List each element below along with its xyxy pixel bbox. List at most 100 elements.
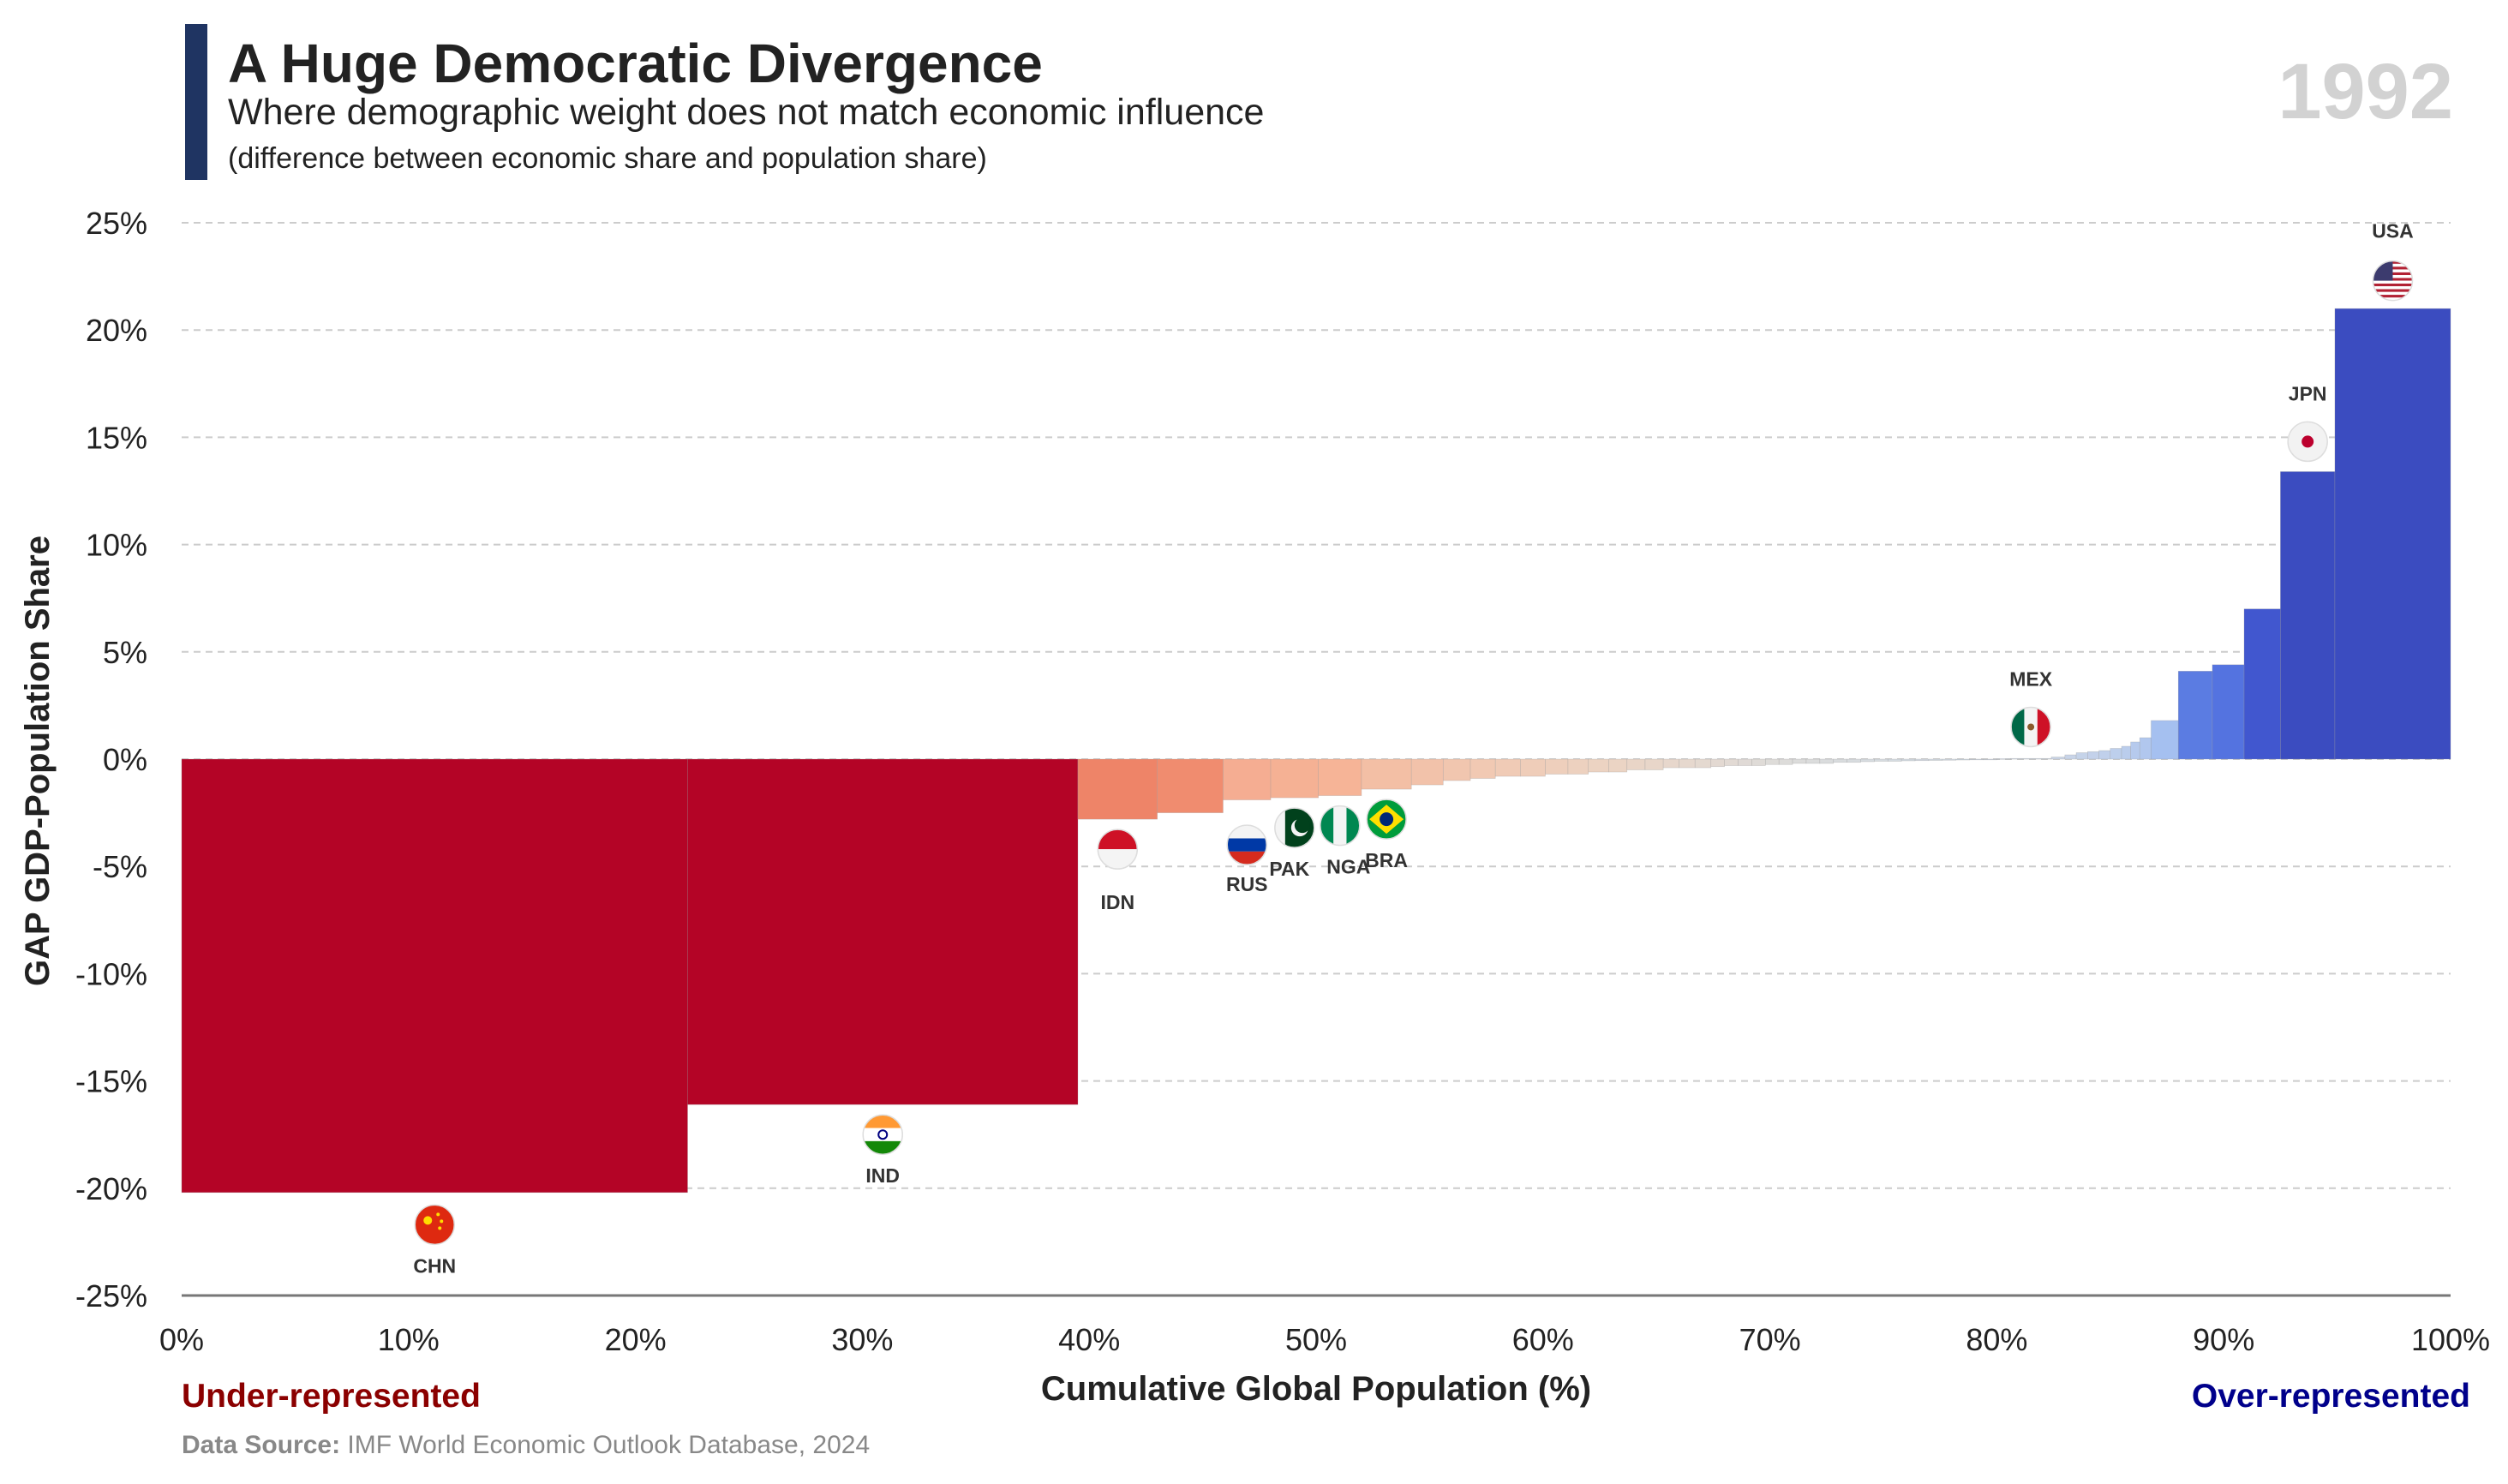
bar-pak bbox=[1270, 758, 1319, 799]
bar bbox=[2110, 748, 2122, 760]
bar bbox=[1410, 758, 1444, 786]
bar bbox=[1996, 758, 2011, 760]
title-accent-bar bbox=[185, 24, 207, 180]
china-flag-icon bbox=[414, 1204, 456, 1246]
bars bbox=[181, 308, 2451, 1194]
x-tick-label: 20% bbox=[605, 1322, 667, 1357]
country-label-jpn: JPN bbox=[2289, 382, 2327, 404]
bar bbox=[2130, 741, 2140, 760]
year-label: 1992 bbox=[2278, 48, 2453, 135]
under-represented-label: Under-represented bbox=[182, 1378, 481, 1415]
bar-rus bbox=[1223, 758, 1272, 800]
x-tick-label: 0% bbox=[159, 1322, 204, 1357]
country-label-ind: IND bbox=[865, 1164, 900, 1187]
data-source-text: IMF World Economic Outlook Database, 202… bbox=[347, 1431, 871, 1459]
x-tick-label: 100% bbox=[2411, 1322, 2490, 1357]
bar-chn bbox=[181, 758, 688, 1194]
bar bbox=[1567, 758, 1589, 775]
country-label-bra: BRA bbox=[1365, 849, 1408, 871]
bar bbox=[1900, 758, 1916, 762]
bar bbox=[1724, 758, 1739, 766]
y-tick-label: 25% bbox=[86, 206, 147, 241]
bar-idn bbox=[1077, 758, 1158, 820]
x-tick-label: 50% bbox=[1285, 1322, 1347, 1357]
x-tick-labels: 0% 10% 20% 30% 40% 50% 60% 70% 80% 90% 100% bbox=[159, 1322, 2490, 1357]
pakistan-flag-icon bbox=[1274, 807, 1315, 848]
bar bbox=[1469, 758, 1496, 779]
bar bbox=[1442, 758, 1471, 781]
japan-flag-icon bbox=[2287, 421, 2328, 463]
y-tick-label: -10% bbox=[75, 956, 147, 991]
y-tick-label: 10% bbox=[86, 528, 147, 563]
country-label-rus: RUS bbox=[1226, 873, 1268, 895]
bar bbox=[1494, 758, 1521, 777]
russia-flag-icon bbox=[1226, 824, 1267, 865]
bar bbox=[2098, 750, 2111, 760]
bar bbox=[2151, 720, 2179, 760]
chart-title: A Huge Democratic Divergence bbox=[228, 33, 1043, 94]
bar bbox=[2121, 745, 2131, 760]
y-tick-label: 5% bbox=[103, 635, 147, 670]
country-label-idn: IDN bbox=[1100, 891, 1134, 913]
y-tick-label: -15% bbox=[75, 1064, 147, 1099]
bar bbox=[2139, 737, 2152, 760]
y-tick-label: 15% bbox=[86, 420, 147, 455]
bar bbox=[1644, 758, 1664, 770]
chart-note: (difference between economic share and p… bbox=[228, 142, 987, 175]
bar bbox=[1792, 758, 1807, 764]
bar bbox=[1694, 758, 1712, 769]
x-tick-label: 70% bbox=[1739, 1322, 1801, 1357]
country-label-nga: NGA bbox=[1326, 856, 1370, 878]
bar-nga bbox=[1318, 758, 1362, 796]
bar bbox=[2075, 752, 2088, 760]
bar bbox=[1969, 758, 1984, 761]
over-represented-label: Over-represented bbox=[2191, 1378, 2470, 1415]
bar-jpn bbox=[2280, 471, 2336, 760]
bar bbox=[1520, 758, 1546, 777]
x-tick-label: 10% bbox=[378, 1322, 440, 1357]
bar bbox=[1679, 758, 1696, 769]
bar bbox=[2087, 751, 2099, 760]
bar bbox=[1751, 758, 1766, 766]
bar-ind bbox=[687, 758, 1079, 1105]
bar bbox=[1887, 758, 1902, 762]
bar bbox=[1805, 758, 1821, 764]
country-label-usa: USA bbox=[2372, 220, 2414, 242]
bar bbox=[1928, 758, 1943, 761]
bar-mex bbox=[2009, 757, 2052, 760]
country-label-mex: MEX bbox=[2009, 667, 2053, 690]
x-tick-label: 60% bbox=[1512, 1322, 1574, 1357]
bar bbox=[1942, 758, 1957, 761]
x-tick-label: 80% bbox=[1966, 1322, 2027, 1357]
chart-subtitle: Where demographic weight does not match … bbox=[228, 92, 1265, 133]
y-tick-label: -5% bbox=[93, 849, 147, 884]
bar bbox=[1983, 758, 1997, 761]
bar bbox=[1765, 758, 1780, 765]
y-tick-labels: 25% 20% 15% 10% 5% 0% -5% -10% -15% -20% -25% bbox=[75, 206, 147, 1313]
bar bbox=[1662, 758, 1679, 769]
bar bbox=[1955, 758, 1970, 761]
bar bbox=[1914, 758, 1930, 762]
x-tick-label: 30% bbox=[831, 1322, 893, 1357]
y-tick-label: 20% bbox=[86, 313, 147, 348]
y-tick-label: -25% bbox=[75, 1278, 147, 1313]
brazil-flag-icon bbox=[1366, 799, 1407, 840]
usa-flag-icon bbox=[2372, 260, 2414, 302]
bar bbox=[1833, 758, 1847, 763]
data-source-prefix: Data Source: bbox=[182, 1431, 341, 1459]
bar bbox=[2050, 757, 2066, 760]
bar-usa bbox=[2334, 308, 2451, 760]
india-flag-icon bbox=[862, 1114, 903, 1155]
bar bbox=[1738, 758, 1752, 766]
bar bbox=[2212, 664, 2245, 760]
bar-bra bbox=[1361, 758, 1412, 790]
indonesia-flag-icon bbox=[1097, 829, 1139, 870]
y-axis-label: GAP GDP-Population Share bbox=[19, 536, 57, 986]
nigeria-flag-icon bbox=[1320, 805, 1361, 847]
bar bbox=[1157, 758, 1224, 813]
bar bbox=[1860, 758, 1875, 763]
country-label-pak: PAK bbox=[1269, 858, 1309, 880]
x-axis-label: Cumulative Global Population (%) bbox=[1041, 1370, 1591, 1408]
y-tick-label: -20% bbox=[75, 1171, 147, 1206]
